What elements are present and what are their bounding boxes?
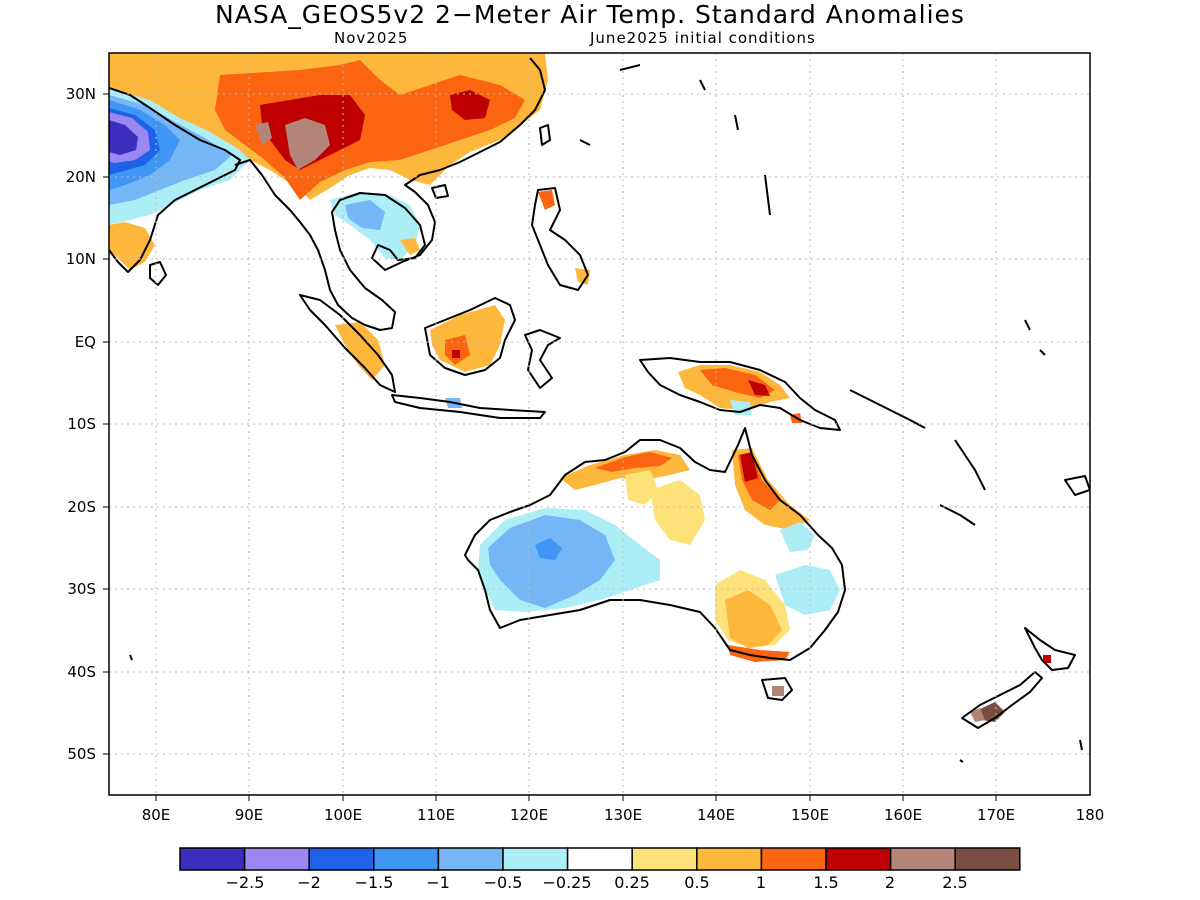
lon-tick-label: 150E (791, 806, 829, 824)
lon-tick-label: 120E (510, 806, 548, 824)
australia-se-cool (775, 565, 840, 615)
colorbar-swatch (566, 847, 633, 871)
lat-tick-label: EQ (75, 333, 96, 351)
colorbar-label: 2.5 (942, 873, 967, 892)
hainan-coastline (431, 184, 449, 199)
lon-tick-label: 180 (1076, 806, 1105, 824)
islands-scatter (129, 64, 1083, 763)
new-zealand-brown (978, 702, 1005, 722)
himalaya-brown-patch-2 (255, 122, 272, 145)
colorbar-labels: −2.5 −2 −1.5 −1 −0.5 −0.25 0.25 0.5 1 1.… (226, 873, 968, 892)
colorbar-swatch (760, 847, 827, 871)
new-zealand-north-coastline (1024, 627, 1076, 671)
new-guinea-coastline (639, 357, 841, 431)
lat-tick-label: 40S (67, 663, 96, 681)
colorbar-label: −2.5 (226, 873, 265, 892)
philippines-warm (538, 190, 555, 210)
colorbar-label: 0.5 (684, 873, 709, 892)
colorbar-swatch (243, 847, 310, 871)
tasmania-brown (772, 686, 784, 696)
colorbar-swatch (954, 847, 1021, 871)
lat-tick-label: 10N (66, 250, 96, 268)
gridlines (109, 53, 1090, 795)
australia-north-orange (595, 452, 672, 472)
australia-se-warm (725, 590, 782, 648)
lon-tick-labels: 80E 90E 100E 110E 120E 130E 140E 150E 16… (142, 806, 1105, 824)
colorbar-label: 0.25 (614, 873, 650, 892)
initial-conditions-label: June2025 initial conditions (590, 29, 816, 47)
australia-west-cool-blue (535, 538, 562, 560)
new-guinea-red (748, 380, 770, 396)
borneo-coastline (424, 297, 516, 376)
colorbar-label: −0.5 (484, 873, 523, 892)
colorbar-swatch (889, 847, 956, 871)
colorbar-swatch (308, 847, 375, 871)
india-cool-indigo (109, 120, 138, 155)
map-title: NASA_GEOS5v2 2−Meter Air Temp. Standard … (215, 0, 965, 29)
new-zealand-north-red (1043, 655, 1051, 663)
colorbar-label: −1.5 (355, 873, 394, 892)
fiji-coastline (1064, 475, 1090, 496)
colorbar-label: 2 (885, 873, 895, 892)
sri-lanka-coastline (149, 261, 167, 286)
lat-tick-label: 30S (67, 580, 96, 598)
india-south-warm (109, 222, 155, 270)
new-zealand-brown-light (970, 708, 985, 722)
tick-marks (103, 93, 997, 801)
tasmania-coastline (761, 677, 793, 701)
colorbar-swatch (696, 847, 763, 871)
colorbar-swatch (179, 847, 246, 871)
lat-tick-label: 50S (67, 745, 96, 763)
sumatra-warm (335, 322, 385, 380)
colorbar-label: −2 (297, 873, 321, 892)
lon-tick-label: 140E (697, 806, 735, 824)
colorbar-swatch (631, 847, 698, 871)
map-frame (108, 52, 1091, 796)
colorbar-swatch (825, 847, 892, 871)
philippines-coastline (531, 187, 589, 291)
indochina-cool-blue (345, 200, 385, 230)
asia-red-region-east (450, 90, 490, 120)
lat-tick-label: 20N (66, 168, 96, 186)
new-zealand-south-coastline (961, 671, 1043, 729)
java-coastline (391, 394, 546, 419)
lon-tick-label: 160E (884, 806, 922, 824)
lon-tick-label: 130E (604, 806, 642, 824)
lat-tick-labels: 30N 20N 10N EQ 10S 20S 30S 40S 50S (66, 85, 96, 763)
australia-west-cool-mid (488, 515, 615, 608)
sulawesi-coastline (524, 329, 561, 389)
colorbar (179, 847, 1021, 871)
borneo-red-dot (452, 350, 460, 358)
asia-coastline (109, 57, 546, 331)
australia-central-yellow-2 (625, 470, 658, 505)
colorbar-swatch (502, 847, 569, 871)
himalaya-brown-patch (285, 118, 330, 170)
valid-month-label: Nov2025 (334, 29, 409, 47)
colorbar-label: −1 (426, 873, 450, 892)
lon-tick-label: 170E (977, 806, 1015, 824)
lat-tick-label: 10S (67, 415, 96, 433)
lat-tick-label: 30N (66, 85, 96, 103)
melanesia-coastline (849, 389, 986, 526)
indochina-warm-patch (400, 238, 420, 255)
lat-tick-label: 20S (67, 498, 96, 516)
colorbar-label: −0.25 (542, 873, 591, 892)
colorbar-swatch (373, 847, 440, 871)
lon-tick-label: 110E (417, 806, 455, 824)
coastlines (109, 57, 1090, 763)
australia-coastline (464, 427, 846, 661)
taiwan-coastline (539, 124, 551, 146)
australia-east-cool (780, 522, 815, 552)
colorbar-swatch (437, 847, 504, 871)
map-plot-area (109, 53, 1090, 795)
australia-central-yellow (650, 480, 705, 545)
colorbar-label: 1.5 (813, 873, 838, 892)
lon-tick-label: 80E (142, 806, 171, 824)
new-guinea-cool (730, 400, 752, 415)
lon-tick-label: 100E (324, 806, 362, 824)
sumatra-coastline (299, 294, 396, 393)
lon-tick-label: 90E (235, 806, 264, 824)
colorbar-label: 1 (756, 873, 766, 892)
